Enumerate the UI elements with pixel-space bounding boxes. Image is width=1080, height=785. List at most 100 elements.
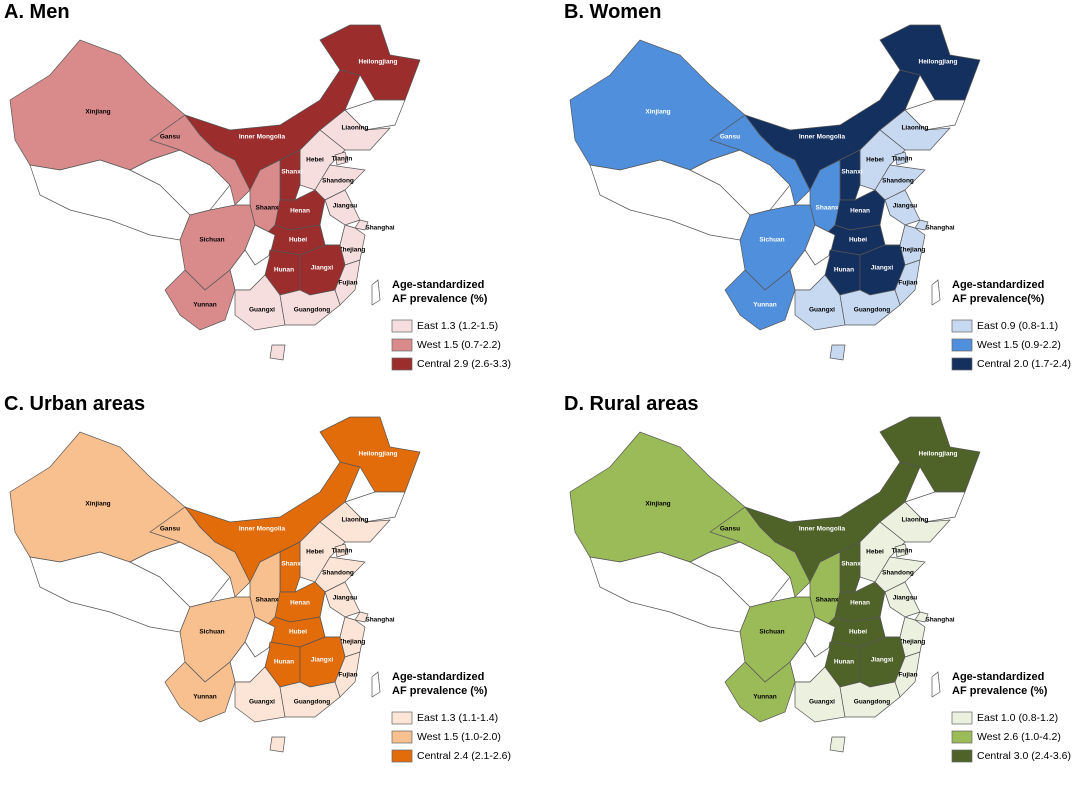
province-label: Tianjin [892,548,913,555]
province-label: Jiangxi [311,265,334,272]
province-label: Jiangxi [871,265,894,272]
legend-title: AF prevalence (%) [392,685,488,697]
province [269,344,286,361]
legend-title: AF prevalence(%) [952,293,1045,305]
province-label: Fujian [338,672,357,679]
province-label: Shandong [882,178,914,185]
province-label: Shaanxi [816,205,841,212]
province-label: Jiangsu [333,595,358,602]
province [879,416,981,493]
province-label: Gansu [720,134,740,141]
province-label: Yunnan [753,302,777,309]
province [319,24,421,101]
province-label: Jiangxi [871,657,894,664]
province-label: Hubei [289,629,307,636]
province [829,736,846,753]
legend-title: Age-standardized [952,671,1044,683]
legend-swatch [391,749,413,763]
legend-title: AF prevalence (%) [392,293,488,305]
province-label: Shanghai [365,225,394,232]
province-label: Hebei [866,549,884,556]
province-label: Hunan [834,659,854,666]
panel-title: D. Rural areas [564,393,699,415]
province-label: Guangdong [854,699,890,706]
province-label: Zhejiang [339,247,366,254]
legend-label: West 1.5 (1.0-2.0) [417,731,501,743]
province [9,431,186,563]
province-label: Henan [290,600,310,607]
panel-title: C. Urban areas [4,393,145,415]
province-label: Hebei [306,549,324,556]
legend-label: East 1.3 (1.1-1.4) [417,712,498,724]
province-label: Liaoning [901,125,928,132]
province-label: Shanxi [841,561,863,568]
legend-swatch [951,749,973,763]
legend-label: Central 2.9 (2.6-3.3) [417,358,511,370]
province [829,344,846,361]
province-label: Hubei [849,629,867,636]
legend-label: West 1.5 (0.7-2.2) [417,339,501,351]
legend-title: AF prevalence (%) [952,685,1048,697]
province-label: Hubei [289,237,307,244]
legend-title: Age-standardized [392,671,484,683]
province-label: Sichuan [199,629,224,636]
province-label: Liaoning [341,517,368,524]
province-label: Xinjiang [85,501,110,508]
province [839,681,901,718]
legend-label: East 1.0 (0.8-1.2) [977,712,1058,724]
province [569,431,746,563]
province-label: Jiangsu [893,203,918,210]
province-label: Yunnan [193,694,217,701]
province-label: Sichuan [199,237,224,244]
province-label: Tianjin [892,156,913,163]
province-label: Henan [850,600,870,607]
province-label: Shanghai [365,617,394,624]
legend-swatch [951,338,973,352]
legend-title: Age-standardized [392,279,484,291]
province-label: Guangxi [249,699,275,706]
legend-swatch [951,730,973,744]
panel-title: B. Women [564,1,661,23]
province [839,289,901,326]
province-label: Shanghai [925,225,954,232]
province [319,416,421,493]
province-label: Fujian [898,672,917,679]
province [279,289,341,326]
province-label: Shanghai [925,617,954,624]
province-label: Heilongjiang [919,451,958,458]
panel-title: A. Men [4,1,70,23]
panel: C. Urban areas Xinjiang Gansu Inner Mongoli… [4,393,511,763]
province-label: Shaanxi [256,597,281,604]
province-label: Yunnan [753,694,777,701]
province-label: Hebei [866,157,884,164]
legend-label: West 2.6 (1.0-4.2) [977,731,1061,743]
province-label: Shandong [882,570,914,577]
province-label: Jiangsu [333,203,358,210]
legend-label: East 0.9 (0.8-1.1) [977,320,1058,332]
province [931,671,941,698]
legend-label: West 1.5 (0.9-2.2) [977,339,1061,351]
legend-swatch [391,319,413,333]
province-label: Gansu [720,526,740,533]
legend-swatch [391,730,413,744]
province [931,279,941,306]
province [879,24,981,101]
province-label: Sichuan [759,629,784,636]
province-label: Shanxi [281,169,303,176]
province-label: Henan [850,208,870,215]
province [334,543,349,558]
province-label: Tianjin [332,548,353,555]
province-label: Inner Mongolia [799,526,846,533]
legend-swatch [391,711,413,725]
province [371,671,381,698]
province-label: Henan [290,208,310,215]
province-label: Xinjiang [645,501,670,508]
province-label: Jiangxi [311,657,334,664]
province-label: Shaanxi [256,205,281,212]
province [354,219,369,231]
province-label: Shanxi [841,169,863,176]
province-label: Inner Mongolia [239,526,286,533]
legend-swatch [951,711,973,725]
legend-label: Central 3.0 (2.4-3.6) [977,750,1071,762]
